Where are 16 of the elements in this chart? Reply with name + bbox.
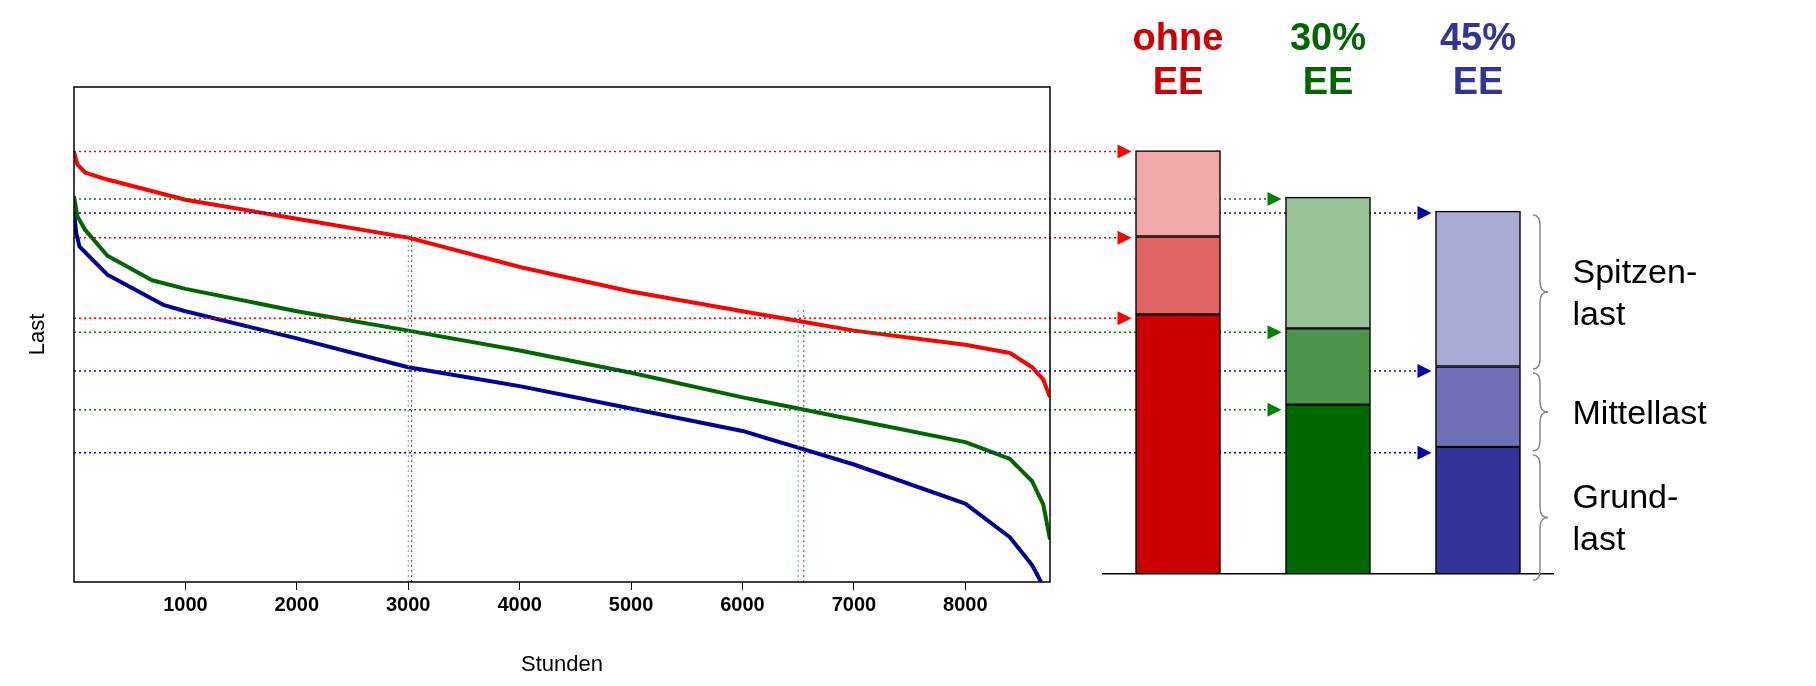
y-axis-title: Last: [24, 313, 50, 356]
x-tick-label: 45% EE: [1439, 16, 1517, 103]
x-tick-label: 7000: [831, 592, 877, 615]
text: Spitzen- last: [1572, 251, 1698, 335]
x-axis-title: Stunden: [521, 650, 603, 676]
x-tick-label: 6000: [720, 592, 765, 615]
x-tick-label: 8000: [943, 592, 988, 615]
x-tick-label: 2000: [274, 592, 320, 615]
x-tick-label: ohne EE: [1132, 16, 1224, 103]
x-tick-label: 4000: [497, 592, 542, 615]
x-tick-label: 30% EE: [1289, 16, 1367, 103]
x-tick-label: 1000: [163, 592, 208, 615]
x-tick-label: 3000: [386, 592, 431, 615]
text: Grund- last: [1572, 476, 1679, 560]
text: Mittellast: [1572, 391, 1707, 433]
x-tick-label: 5000: [608, 592, 654, 615]
